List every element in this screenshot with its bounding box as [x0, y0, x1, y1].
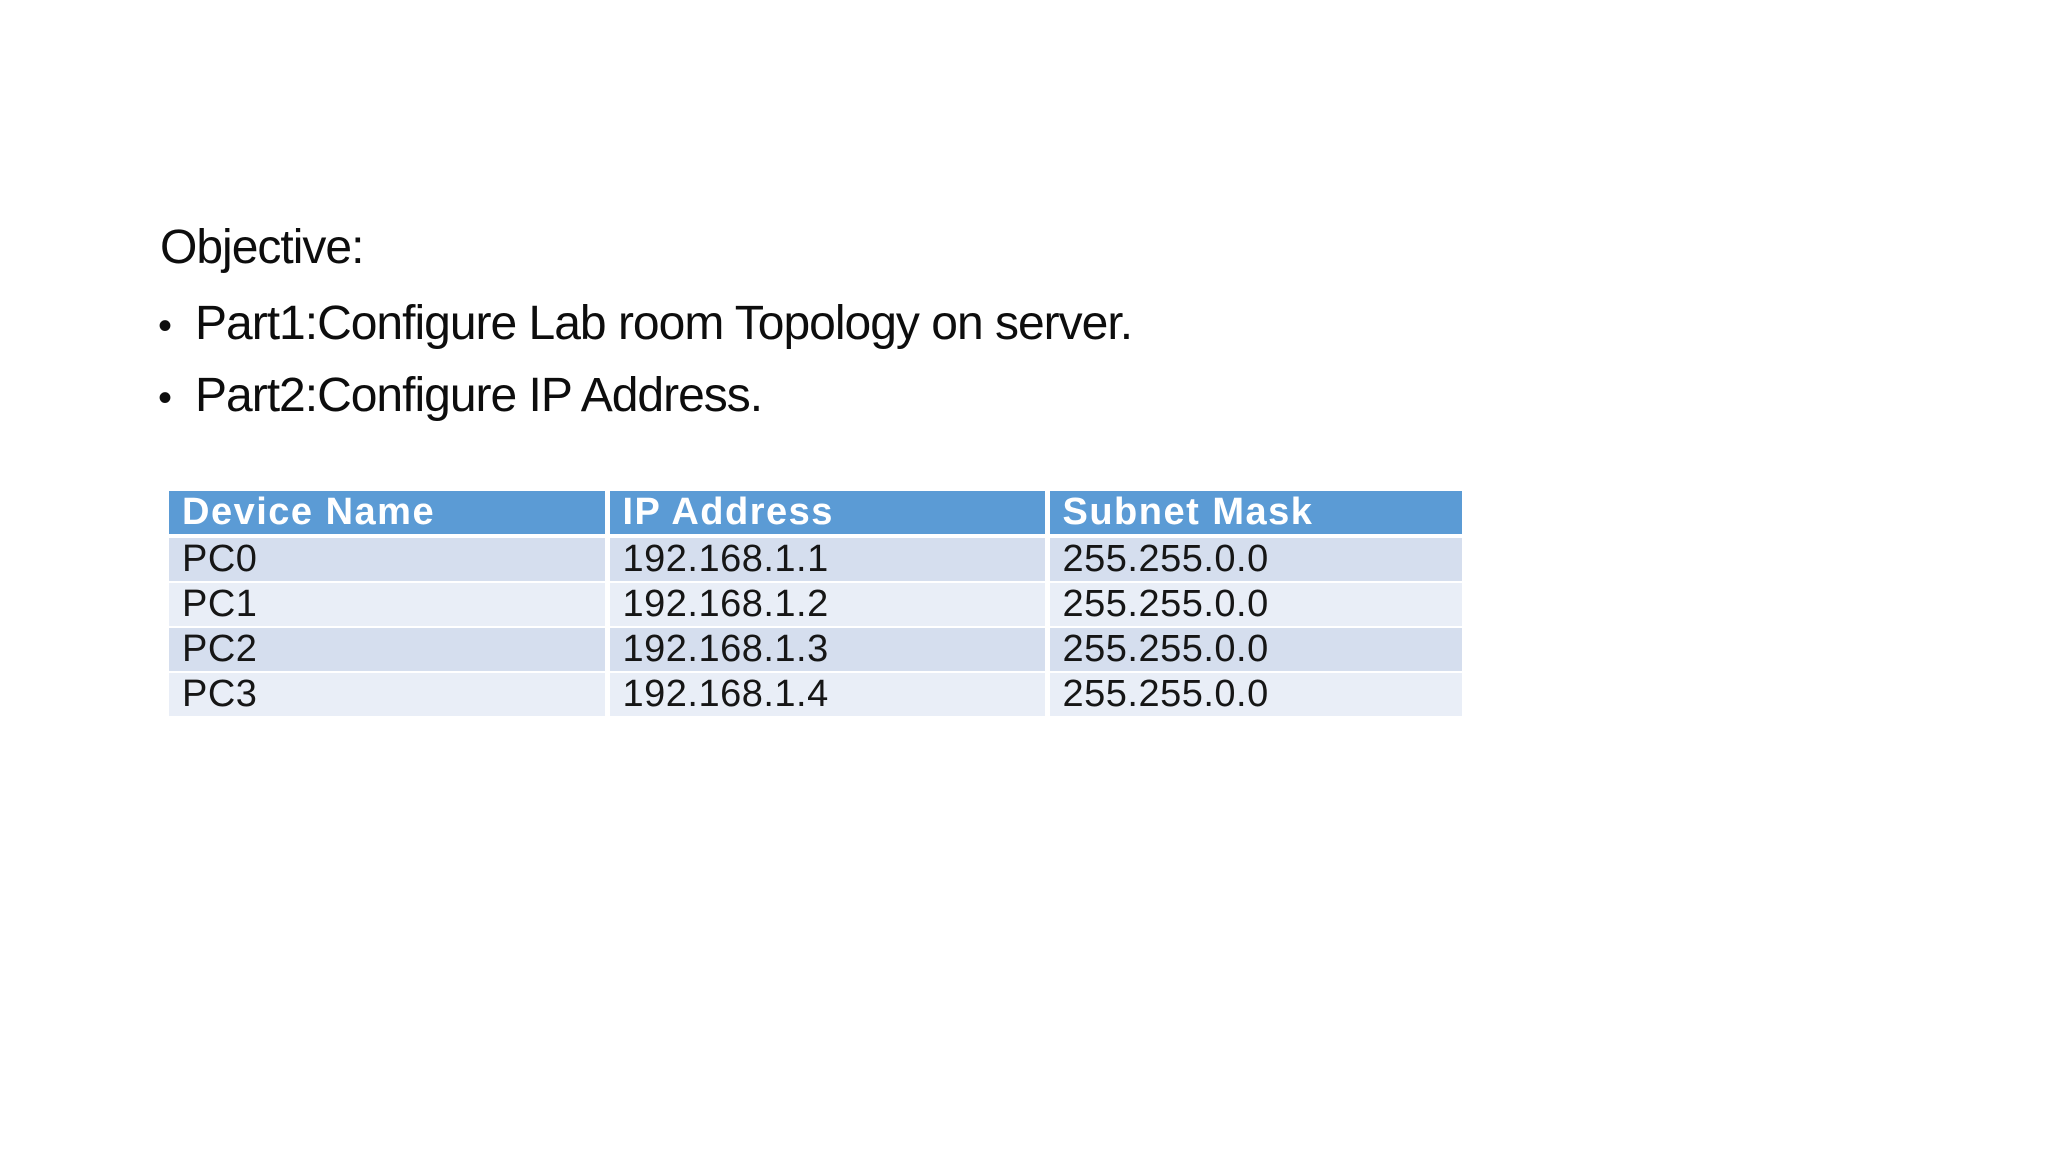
table-row-pc1: PC1 192.168.1.2 255.255.0.0 [169, 582, 1462, 628]
table-header-row: Device Name IP Address Subnet Mask [169, 491, 1462, 538]
column-header-device-name: Device Name [169, 491, 607, 538]
column-header-subnet-mask: Subnet Mask [1044, 491, 1462, 538]
list-item-part2: • Part2:Configure IP Address. [158, 371, 1132, 423]
bullet-text: Part2:Configure IP Address. [195, 369, 763, 422]
objective-heading: Objective: [160, 221, 364, 274]
device-name-cell: PC3 [169, 672, 607, 718]
list-item-part1: • Part1:Configure Lab room Topology on s… [158, 297, 1133, 351]
devices-table: Device Name IP Address Subnet Mask PC0 1… [169, 491, 1462, 718]
device-name-cell: PC0 [169, 536, 607, 583]
subnet-mask-cell: 255.255.0.0 [1044, 672, 1462, 718]
device-name-cell: PC2 [169, 627, 607, 673]
table-row-pc2: PC2 192.168.1.3 255.255.0.0 [169, 627, 1462, 673]
ip-address-cell: 192.168.1.1 [604, 536, 1047, 583]
objective-list: • Part1:Configure Lab room Topology on s… [158, 297, 1133, 443]
subnet-mask-cell: 255.255.0.0 [1044, 582, 1462, 628]
subnet-mask-cell: 255.255.0.0 [1044, 536, 1462, 583]
device-name-cell: PC1 [169, 582, 607, 628]
ip-address-cell: 192.168.1.4 [604, 672, 1047, 718]
ip-address-cell: 192.168.1.2 [604, 582, 1047, 628]
table-row-pc0: PC0 192.168.1.1 255.255.0.0 [169, 536, 1462, 583]
bullet-icon: • [158, 376, 173, 420]
ip-address-cell: 192.168.1.3 [604, 627, 1047, 673]
subnet-mask-cell: 255.255.0.0 [1044, 627, 1462, 673]
table-row-pc3: PC3 192.168.1.4 255.255.0.0 [169, 672, 1462, 718]
column-header-ip-address: IP Address [604, 491, 1047, 538]
bullet-text: Part1:Configure Lab room Topology on ser… [195, 297, 1133, 350]
bullet-icon: • [158, 304, 173, 348]
